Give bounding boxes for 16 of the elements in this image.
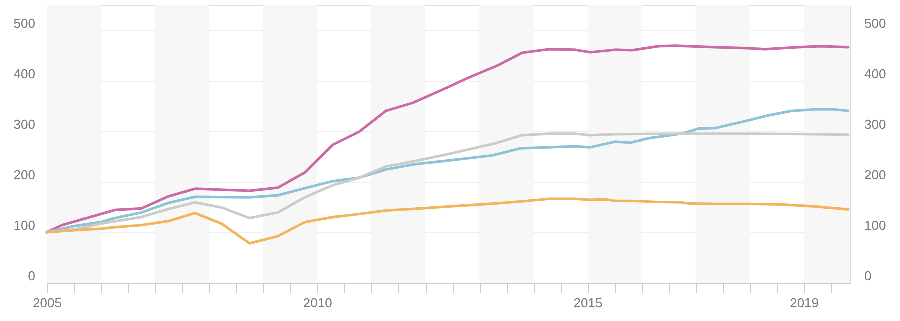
- y2-tick-label: 300: [864, 116, 886, 132]
- y2-tick-label: 100: [864, 218, 886, 233]
- y-tick-label: 400: [14, 66, 36, 82]
- x-tick-label: 2005: [33, 296, 62, 310]
- y-tick-label: 200: [14, 167, 36, 182]
- y-tick-label: 0: [28, 268, 36, 284]
- y2-tick-label: 200: [864, 167, 886, 182]
- y2-tick-label: 0: [864, 268, 872, 284]
- y-tick-label: 100: [14, 218, 36, 233]
- y2-tick-label: 500: [864, 16, 886, 31]
- x-tick-label: 2019: [790, 296, 819, 310]
- x-tick-label: 2010: [303, 296, 332, 310]
- y2-tick-label: 400: [864, 66, 886, 82]
- y-tick-label: 300: [14, 116, 36, 132]
- y-tick-label: 500: [14, 16, 36, 31]
- x-tick-label: 2015: [574, 296, 603, 310]
